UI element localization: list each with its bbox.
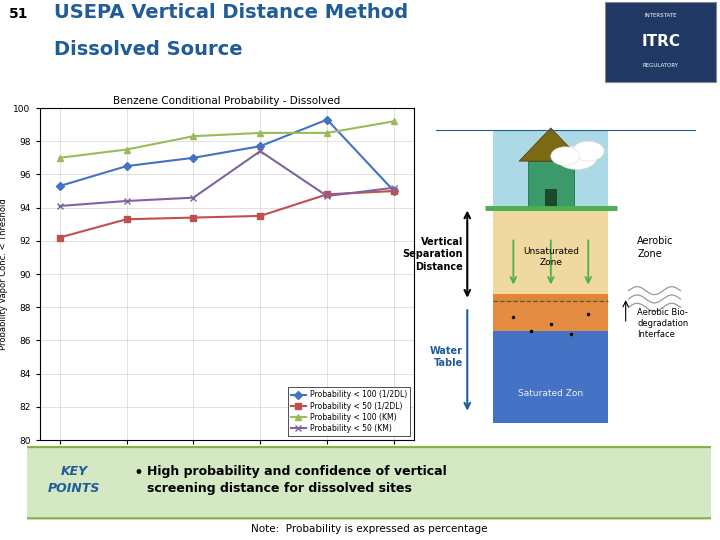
Probability < 50 (1/2DL) <box>55 234 64 241</box>
Probability < 50 (1/2DL) <box>189 214 198 221</box>
Probability < 100 (1/2DL) <box>55 183 64 190</box>
Polygon shape <box>519 128 582 161</box>
Text: High probability and confidence of vertical
screening distance for dissolved sit: High probability and confidence of verti… <box>147 465 447 495</box>
Probability < 50 (KM) <box>256 148 264 154</box>
Line: Probability < 50 (1/2DL): Probability < 50 (1/2DL) <box>57 188 397 240</box>
Probability < 100 (1/2DL) <box>189 154 198 161</box>
Bar <box>493 207 608 301</box>
Probability < 100 (KM) <box>256 130 264 136</box>
Probability < 50 (1/2DL) <box>122 216 131 222</box>
Ellipse shape <box>557 146 597 170</box>
Probability < 50 (1/2DL) <box>323 191 331 198</box>
Bar <box>493 330 608 423</box>
Probability < 50 (KM) <box>323 193 331 199</box>
Text: Note:  Probability is expressed as percentage: Note: Probability is expressed as percen… <box>251 524 487 534</box>
Line: Probability < 50 (KM): Probability < 50 (KM) <box>56 148 397 210</box>
Ellipse shape <box>551 147 580 165</box>
Probability < 100 (KM) <box>323 130 331 136</box>
Text: Aerobic Bio-
degradation
Interface: Aerobic Bio- degradation Interface <box>637 308 688 340</box>
FancyBboxPatch shape <box>605 2 716 82</box>
Text: Water
Table: Water Table <box>430 346 463 368</box>
Probability < 50 (1/2DL) <box>256 213 264 219</box>
Probability < 100 (1/2DL) <box>122 163 131 170</box>
Text: Vertical
Separation
Distance: Vertical Separation Distance <box>402 237 463 272</box>
Text: •: • <box>133 463 143 482</box>
Probability < 100 (1/2DL) <box>256 143 264 150</box>
Text: USEPA Vertical Distance Method: USEPA Vertical Distance Method <box>54 3 408 22</box>
X-axis label: Distance between soil vapor probe and contamination (ft): Distance between soil vapor probe and co… <box>105 464 348 472</box>
Probability < 50 (KM) <box>390 185 398 191</box>
Probability < 100 (1/2DL) <box>390 188 398 194</box>
Probability < 100 (KM) <box>390 118 398 125</box>
Bar <box>493 131 608 207</box>
Probability < 100 (KM) <box>55 154 64 161</box>
Text: Unsaturated
Zone: Unsaturated Zone <box>523 247 579 267</box>
Probability < 100 (1/2DL) <box>323 117 331 123</box>
FancyBboxPatch shape <box>20 447 717 518</box>
Probability < 100 (KM) <box>122 146 131 153</box>
Bar <box>545 190 557 207</box>
Y-axis label: Probability Vapor Conc. < Threshold: Probability Vapor Conc. < Threshold <box>0 198 8 350</box>
Line: Probability < 100 (1/2DL): Probability < 100 (1/2DL) <box>57 117 397 194</box>
Text: Aerobic
Zone: Aerobic Zone <box>637 237 674 259</box>
Legend: Probability < 100 (1/2DL), Probability < 50 (1/2DL), Probability < 100 (KM), Pro: Probability < 100 (1/2DL), Probability <… <box>288 387 410 436</box>
Text: Saturated Zon: Saturated Zon <box>518 389 583 398</box>
Title: Benzene Conditional Probability - Dissolved: Benzene Conditional Probability - Dissol… <box>113 96 341 106</box>
Text: KEY
POINTS: KEY POINTS <box>48 465 100 495</box>
Probability < 100 (KM) <box>189 133 198 139</box>
Bar <box>493 294 608 334</box>
Text: Dissolved Source: Dissolved Source <box>54 40 243 59</box>
Probability < 50 (KM) <box>122 198 131 204</box>
Text: 51: 51 <box>9 6 28 21</box>
Probability < 50 (KM) <box>55 202 64 209</box>
Bar <box>528 161 574 207</box>
Line: Probability < 100 (KM): Probability < 100 (KM) <box>57 118 397 160</box>
Probability < 50 (1/2DL) <box>390 188 398 194</box>
Text: ITRC: ITRC <box>642 35 680 49</box>
Text: REGULATORY: REGULATORY <box>643 63 679 68</box>
Text: Site Screening: Site Screening <box>9 281 19 362</box>
Ellipse shape <box>572 141 604 161</box>
Text: INTERSTATE: INTERSTATE <box>644 12 678 18</box>
Probability < 50 (KM) <box>189 194 198 201</box>
